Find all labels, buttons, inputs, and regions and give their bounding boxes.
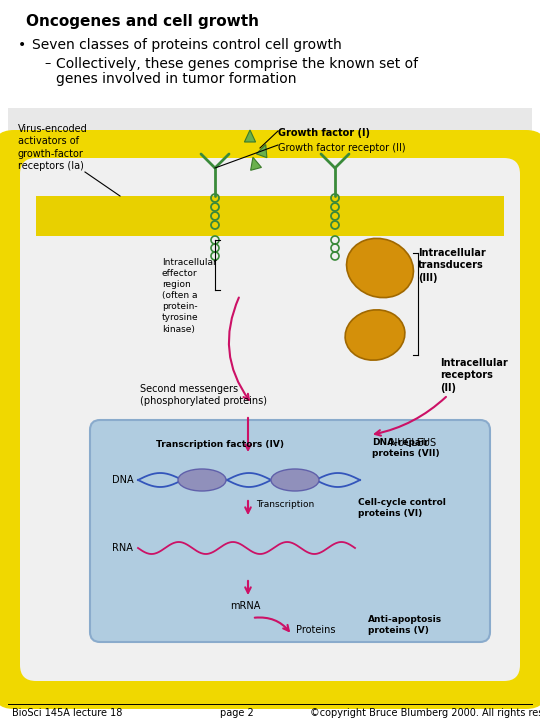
Text: Cell-cycle control
proteins (VI): Cell-cycle control proteins (VI)	[358, 498, 446, 518]
FancyBboxPatch shape	[0, 130, 540, 709]
Text: Transcription: Transcription	[256, 500, 314, 509]
FancyBboxPatch shape	[20, 158, 520, 681]
Text: •: •	[18, 38, 26, 52]
Text: Oncogenes and cell growth: Oncogenes and cell growth	[26, 14, 259, 29]
Ellipse shape	[345, 310, 405, 360]
Text: Intracellular
transducers
(III): Intracellular transducers (III)	[418, 248, 486, 283]
Text: Collectively, these genes comprise the known set of: Collectively, these genes comprise the k…	[56, 57, 418, 71]
Text: Growth factor receptor (II): Growth factor receptor (II)	[278, 143, 406, 153]
Bar	[36, 196, 504, 236]
Polygon shape	[256, 145, 267, 158]
Text: NUCLEUS: NUCLEUS	[390, 438, 436, 448]
Text: ©copyright Bruce Blumberg 2000. All rights reserved: ©copyright Bruce Blumberg 2000. All righ…	[310, 708, 540, 718]
Text: genes involved in tumor formation: genes involved in tumor formation	[56, 72, 296, 86]
Text: Anti-apoptosis
proteins (V): Anti-apoptosis proteins (V)	[368, 615, 442, 635]
Text: Virus-encoded
activators of
growth-factor
receptors (Ia): Virus-encoded activators of growth-facto…	[18, 124, 87, 171]
Ellipse shape	[178, 469, 226, 491]
Text: –: –	[44, 57, 50, 70]
Text: Intracellular
effector
region
(often a
protein-
tyrosine
kinase): Intracellular effector region (often a p…	[162, 258, 217, 333]
Polygon shape	[245, 130, 255, 142]
FancyBboxPatch shape	[90, 420, 490, 642]
Text: BioSci 145A lecture 18: BioSci 145A lecture 18	[12, 708, 123, 718]
Polygon shape	[251, 157, 261, 171]
Text: RNA: RNA	[112, 543, 133, 553]
Text: Second messengers
(phosphorylated proteins): Second messengers (phosphorylated protei…	[140, 384, 267, 406]
Text: mRNA: mRNA	[230, 601, 260, 611]
Text: page 2: page 2	[220, 708, 254, 718]
Ellipse shape	[347, 238, 414, 297]
Text: Intracellular
receptors
(II): Intracellular receptors (II)	[440, 358, 508, 393]
Text: Seven classes of proteins control cell growth: Seven classes of proteins control cell g…	[32, 38, 342, 52]
FancyBboxPatch shape	[8, 108, 532, 698]
Ellipse shape	[271, 469, 319, 491]
Text: Transcription factors (IV): Transcription factors (IV)	[156, 440, 284, 449]
Text: DNA-repair
proteins (VII): DNA-repair proteins (VII)	[372, 438, 440, 458]
Text: Proteins: Proteins	[296, 625, 335, 635]
Text: Growth factor (I): Growth factor (I)	[278, 128, 370, 138]
Text: DNA: DNA	[112, 475, 133, 485]
